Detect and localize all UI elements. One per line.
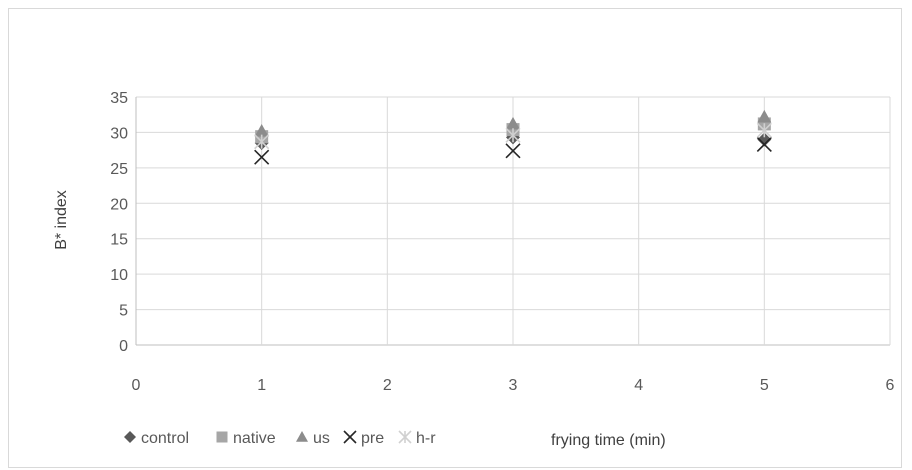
legend-label-pre: pre [361,430,384,447]
data-point-us [506,116,520,130]
chart-area [8,8,902,468]
data-points [254,109,772,165]
x-tick-label: 5 [760,377,769,394]
y-tick-label: 20 [110,196,128,213]
legend-item-control: control [124,430,189,447]
y-tick-label: 35 [110,90,128,107]
x-tick-label: 6 [886,377,895,394]
data-point-h-r [505,127,521,143]
data-point-h-r [254,134,270,150]
y-tick-label: 10 [110,267,128,284]
legend-marker-pre [343,430,357,444]
legend-marker-us [296,431,308,442]
legend-marker-native [216,431,228,443]
x-axis-tick-labels: 0 1 2 3 4 5 6 [132,377,895,394]
legend-label-native: native [233,430,276,447]
data-point-control [757,132,772,147]
y-axis-title: B* index [53,190,70,250]
legend-label-us: us [313,430,330,447]
data-point-us [254,124,269,137]
y-axis-tick-labels: 0 5 10 15 20 25 30 35 [110,90,128,355]
x-tick-label: 4 [634,377,643,394]
data-point-h-r [756,122,772,138]
legend-item-us: us [296,430,330,447]
data-point-pre [505,143,521,159]
x-tick-label: 0 [132,377,141,394]
legend-label-control: control [141,430,189,447]
y-tick-label: 15 [110,232,128,249]
legend-item-pre: pre [343,430,384,447]
y-tick-label: 30 [110,125,128,142]
y-tick-label: 25 [110,161,128,178]
legend: control native us pre h-r [124,430,436,447]
x-tick-label: 1 [257,377,266,394]
legend-item-h-r: h-r [398,430,436,447]
x-axis-title: frying time (min) [551,432,666,449]
data-point-us [757,109,772,123]
legend-marker-h-r [398,430,412,444]
y-tick-label: 0 [119,338,128,355]
data-point-pre [254,149,270,165]
legend-label-h-r: h-r [416,430,436,447]
y-tick-label: 5 [119,303,128,320]
legend-marker-control [124,431,136,443]
data-point-pre [756,136,772,153]
x-tick-label: 3 [509,377,518,394]
legend-item-native: native [216,430,276,447]
x-tick-label: 2 [383,377,392,394]
